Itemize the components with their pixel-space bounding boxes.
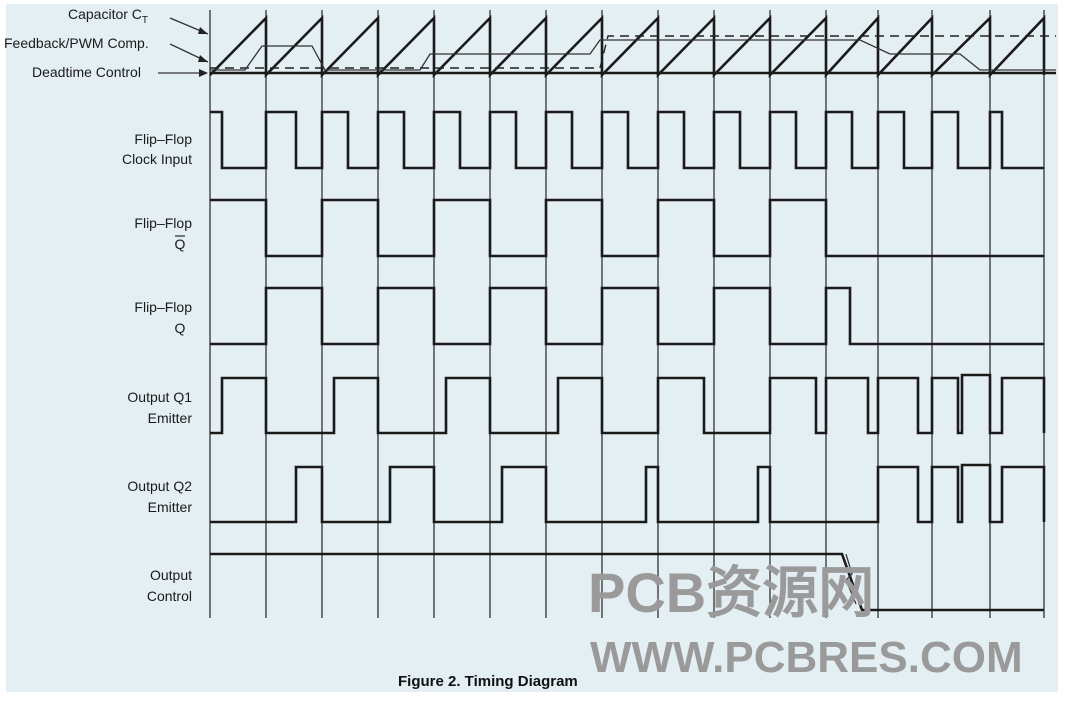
label-ff-q-2: Q — [175, 320, 186, 336]
watermark-line-2: WWW.PCBRES.COM — [590, 633, 1023, 682]
feedback-pwm-trace — [210, 39, 1056, 71]
label-ff-qbar-1: Flip–Flop — [134, 215, 192, 231]
cycle-gridlines — [209, 10, 1045, 618]
label-ff-q-1: Flip–Flop — [134, 299, 192, 315]
ff-clock-trace — [210, 110, 1044, 170]
label-arrows — [158, 17, 209, 77]
label-output-control-2: Control — [147, 588, 192, 604]
output-control-trace — [210, 552, 1044, 612]
label-ff-qbar-2: Q — [175, 236, 186, 252]
ff-qbar-trace — [210, 198, 1044, 258]
figure-caption: Figure 2. Timing Diagram — [398, 673, 578, 690]
label-q2-1: Output Q2 — [127, 478, 192, 494]
output-q2-trace — [210, 463, 1046, 524]
label-capacitor: Capacitor CT — [68, 6, 148, 26]
label-deadtime: Deadtime Control — [32, 64, 141, 80]
label-q1-1: Output Q1 — [127, 389, 192, 405]
label-output-control-1: Output — [150, 567, 192, 583]
output-control-transition — [845, 553, 857, 605]
diagram-panel — [6, 4, 1058, 692]
capacitor-sawtooth — [209, 14, 1046, 79]
label-feedback-pwm: Feedback/PWM Comp. — [4, 35, 149, 51]
ff-q-trace — [210, 286, 1044, 346]
label-q2-2: Emitter — [148, 499, 193, 515]
label-q1-2: Emitter — [148, 410, 193, 426]
label-ff-clock-1: Flip–Flop — [134, 131, 192, 147]
feedback-pwm-level — [210, 35, 1056, 69]
watermark-line-1: PCB资源网 — [588, 561, 874, 624]
label-ff-clock-2: Clock Input — [122, 151, 192, 167]
output-q1-trace — [210, 373, 1046, 435]
